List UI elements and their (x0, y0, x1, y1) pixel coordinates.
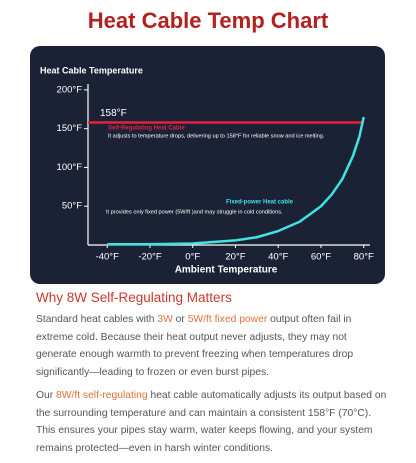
text-run: or (172, 314, 188, 325)
page: Heat Cable Temp Chart Heat Cable Tempera… (30, 7, 387, 454)
x-tick-label: 60°F (311, 252, 331, 263)
series-name: Self-Regulating Heat Cable (108, 126, 185, 132)
value-label: 158°F (100, 108, 127, 119)
text-run: output often fail in extreme cold. Becau… (36, 314, 354, 378)
chart: Heat Cable Temp Chart Heat Cable Tempera… (30, 8, 385, 284)
series-note: It provides only fixed power (5W/ft )and… (106, 209, 283, 215)
series-line (107, 116, 365, 246)
y-tick-label: 50°F (62, 201, 82, 212)
highlight-text: 5W/ft fixed power (187, 314, 268, 325)
highlight-text: 3W (157, 314, 173, 325)
x-tick-label: 80°F (354, 252, 374, 263)
series-note: It adjusts to temperature drops, deliver… (108, 133, 325, 139)
y-tick-label: 200°F (57, 84, 83, 95)
y-tick-label: 100°F (57, 162, 83, 173)
x-tick-label: 0°F (185, 252, 200, 263)
series-name: Fixed-power Heat cable (226, 200, 294, 206)
text-section: Why 8W Self-Regulating Matters Standard … (36, 290, 388, 463)
paragraph: Our 8W/ft self-regulating heat cable aut… (36, 387, 388, 457)
page-title: Heat Cable Temp Chart (88, 8, 329, 33)
chart-panel (30, 46, 385, 284)
paragraph: Standard heat cables with 3W or 5W/ft fi… (36, 311, 388, 381)
x-axis-title: Ambient Temperature (175, 265, 278, 276)
text-run: Standard heat cables with (36, 314, 158, 325)
x-tick-label: 40°F (268, 252, 288, 263)
x-tick-label: -40°F (96, 252, 120, 263)
x-tick-label: 20°F (225, 252, 245, 263)
y-axis-title: Heat Cable Temperature (40, 65, 143, 75)
text-run: Our (36, 390, 57, 401)
highlight-text: 8W/ft self-regulating (56, 390, 148, 401)
x-tick-label: -20°F (138, 252, 162, 263)
y-tick-label: 150°F (57, 123, 83, 134)
section-heading: Why 8W Self-Regulating Matters (36, 290, 232, 305)
